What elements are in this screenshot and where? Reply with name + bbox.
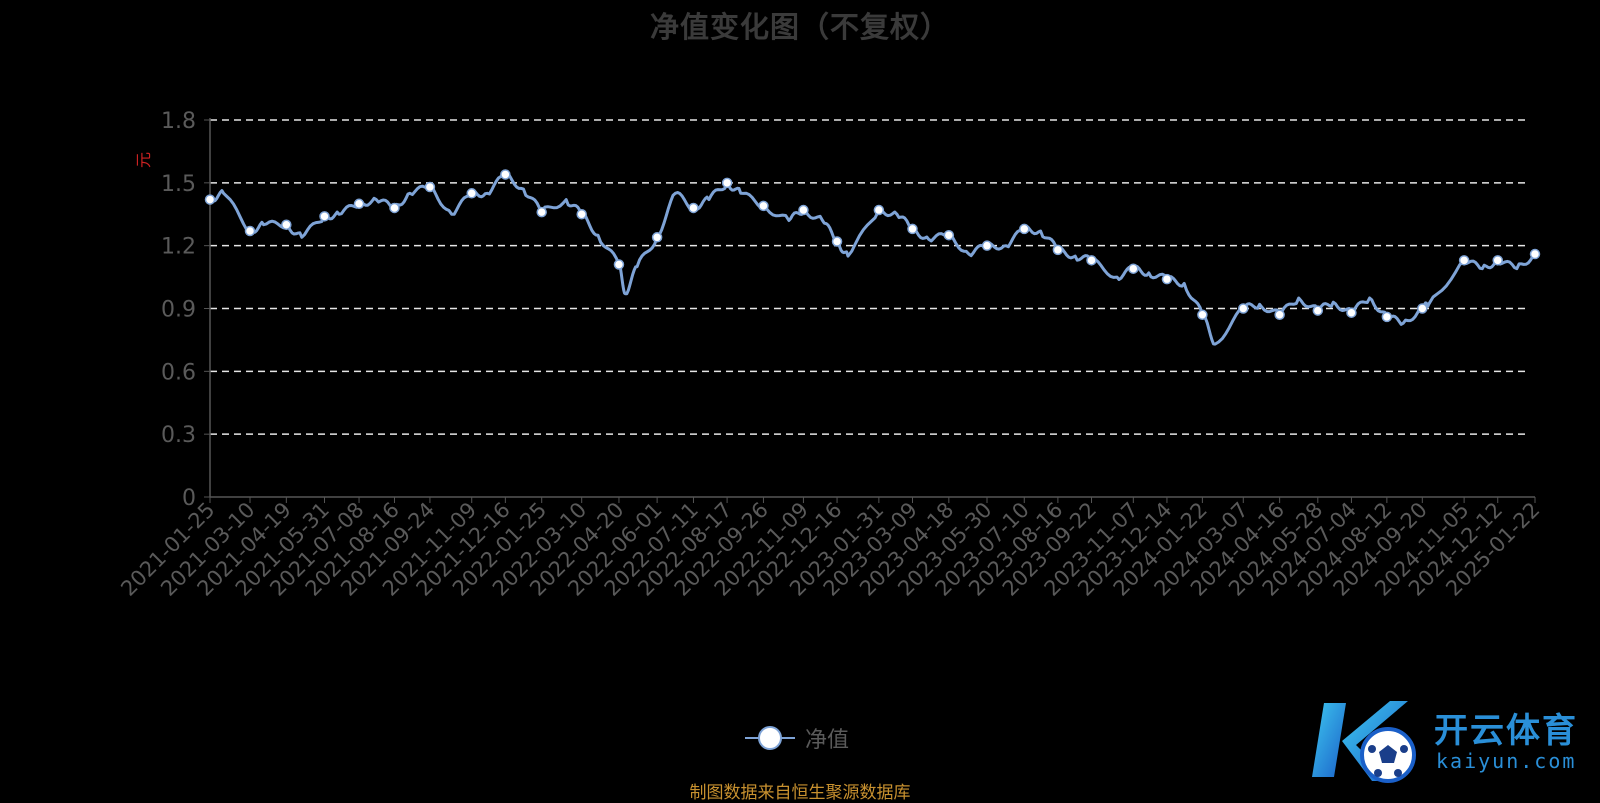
data-point [389,202,400,214]
data-point [613,259,625,270]
data-point [1458,255,1470,266]
data-point [536,206,547,218]
data-point [204,194,216,205]
legend[interactable]: 净值 [745,722,849,754]
data-point [353,198,365,210]
data-point [1019,223,1030,235]
y-tick-label: 0.3 [161,423,196,448]
data-point [281,219,292,230]
k-football-logo-icon [1312,701,1416,783]
legend-marker [745,726,795,750]
chart-title: 净值变化图（不复权） [649,10,950,44]
data-point [651,232,663,243]
data-point [943,229,955,241]
data-point [1128,263,1139,274]
data-point [1052,244,1064,256]
data-point [721,177,733,189]
data-point [424,181,436,193]
data-point [873,204,885,216]
legend-label: 净值 [805,728,850,753]
data-point [1238,303,1249,314]
data-point [1346,307,1357,318]
data-point [907,223,918,235]
data-point [1312,305,1324,316]
series-markers [204,169,1541,323]
y-tick-label: 0.6 [161,360,196,385]
watermark: 开云体育 kaiyun.com [1312,697,1592,787]
axes [209,118,1536,503]
data-point [244,225,256,237]
data-point [798,204,809,216]
data-point [981,240,993,251]
y-tick-label: 1.5 [161,172,196,197]
data-point [1529,248,1541,260]
y-tick-label: 0.9 [161,298,196,323]
data-point [576,209,587,220]
data-point [688,202,699,214]
data-point [500,169,511,180]
data-point [1381,311,1393,323]
data-point [831,236,843,247]
y-tick-label: 0 [182,486,196,511]
data-point [1274,309,1285,321]
data-point [1086,255,1097,266]
y-tick-label: 1.2 [161,235,196,260]
data-point [1417,303,1428,314]
grid-lines [204,119,1530,498]
watermark-brand: 开云体育 [1434,711,1578,751]
watermark-url: kaiyun.com [1436,749,1577,773]
data-point [319,211,330,222]
y-tick-label: 1.8 [161,109,196,134]
x-tick-labels: 2021-01-252021-03-102021-04-192021-05-31… [116,498,1544,601]
source-note: 制图数据来自恒生聚源数据库 [689,783,911,803]
y-tick-labels: 0 0.3 0.6 0.9 1.2 1.5 1.8 [161,109,196,511]
y-axis-label: 元 [134,152,153,168]
data-point [1492,255,1503,266]
data-point [466,188,477,199]
series-line [209,171,1537,346]
data-point [758,200,769,212]
data-point [1161,273,1173,285]
data-point [1197,309,1208,321]
